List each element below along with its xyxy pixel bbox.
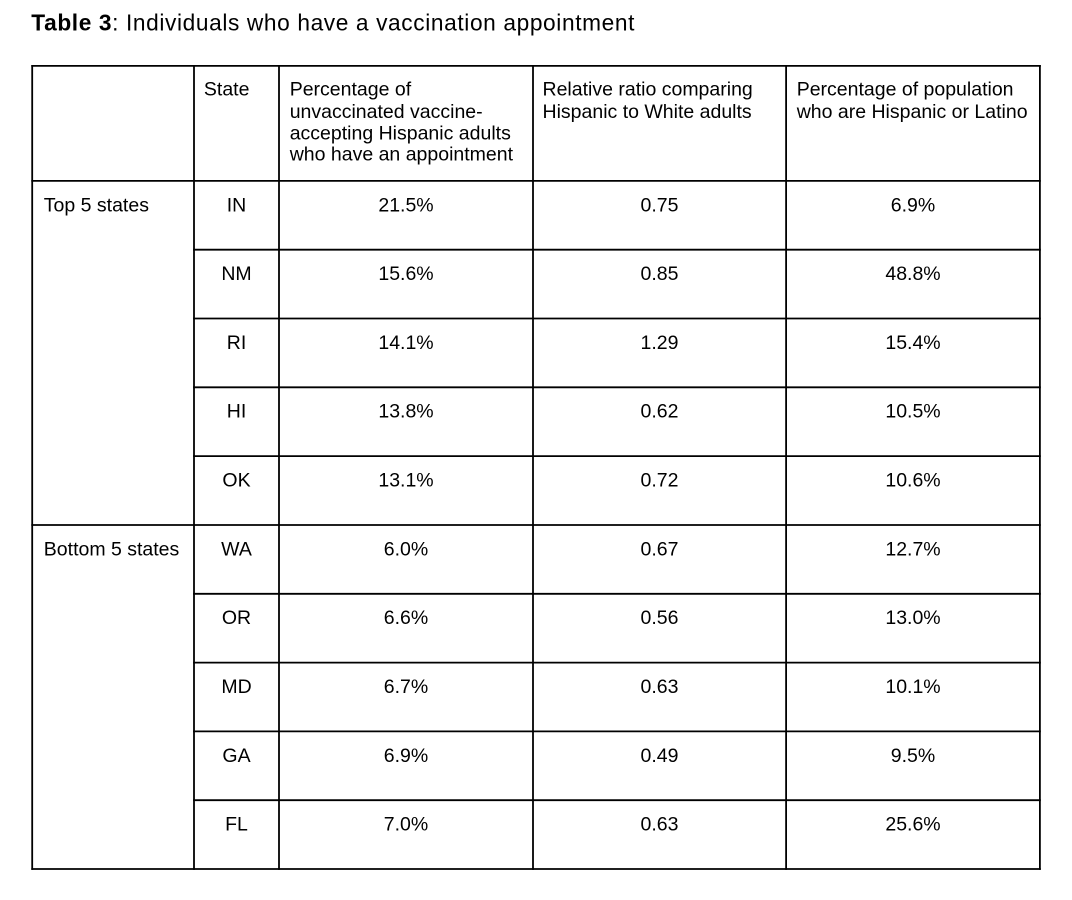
svg-text:1.29: 1.29	[641, 332, 679, 354]
svg-text:OR: OR	[222, 607, 251, 629]
svg-text:0.67: 0.67	[641, 538, 679, 560]
svg-text:48.8%: 48.8%	[885, 263, 940, 285]
svg-text:accepting Hispanic adults: accepting Hispanic adults	[290, 123, 511, 145]
svg-text:OK: OK	[222, 470, 250, 492]
svg-text:15.6%: 15.6%	[378, 263, 433, 285]
svg-text:IN: IN	[227, 194, 247, 216]
svg-text:HI: HI	[227, 401, 247, 423]
svg-text:Bottom 5 states: Bottom 5 states	[44, 538, 180, 560]
svg-text:who have an appointment: who have an appointment	[289, 144, 514, 166]
svg-text:10.6%: 10.6%	[885, 470, 940, 492]
svg-text:Percentage of: Percentage of	[290, 79, 412, 101]
svg-text:0.63: 0.63	[641, 814, 679, 836]
svg-text:GA: GA	[222, 745, 250, 767]
svg-text:NM: NM	[221, 263, 251, 285]
svg-text:13.0%: 13.0%	[885, 607, 940, 629]
svg-text:Top 5 states: Top 5 states	[44, 194, 149, 216]
svg-text:21.5%: 21.5%	[378, 194, 433, 216]
svg-text:Hispanic to White adults: Hispanic to White adults	[543, 101, 752, 123]
svg-text:0.63: 0.63	[641, 676, 679, 698]
svg-text:0.75: 0.75	[641, 194, 679, 216]
svg-text:0.49: 0.49	[641, 745, 679, 767]
svg-text:10.1%: 10.1%	[885, 676, 940, 698]
svg-text:12.7%: 12.7%	[885, 538, 940, 560]
svg-text:MD: MD	[221, 676, 251, 698]
svg-text:0.56: 0.56	[641, 607, 679, 629]
svg-text:6.0%: 6.0%	[384, 538, 428, 560]
svg-text:unvaccinated vaccine-: unvaccinated vaccine-	[290, 101, 483, 123]
svg-text:10.5%: 10.5%	[885, 401, 940, 423]
svg-text:9.5%: 9.5%	[891, 745, 935, 767]
svg-text:15.4%: 15.4%	[885, 332, 940, 354]
svg-text:14.1%: 14.1%	[378, 332, 433, 354]
svg-text:7.0%: 7.0%	[384, 814, 428, 836]
svg-text:RI: RI	[227, 332, 247, 354]
svg-text:6.7%: 6.7%	[384, 676, 428, 698]
svg-text:0.85: 0.85	[641, 263, 679, 285]
svg-text:6.9%: 6.9%	[384, 745, 428, 767]
svg-text:who are Hispanic or Latino: who are Hispanic or Latino	[796, 101, 1028, 123]
svg-text:FL: FL	[225, 814, 248, 836]
svg-text:6.9%: 6.9%	[891, 194, 935, 216]
svg-text:Percentage of population: Percentage of population	[797, 79, 1014, 101]
svg-text:State: State	[204, 79, 250, 101]
svg-text:WA: WA	[221, 538, 252, 560]
svg-text:6.6%: 6.6%	[384, 607, 428, 629]
svg-text:13.8%: 13.8%	[378, 401, 433, 423]
svg-text:0.72: 0.72	[641, 470, 679, 492]
svg-text:Table 3: Individuals who have: Table 3: Individuals who have a vaccinat…	[31, 10, 635, 36]
svg-text:0.62: 0.62	[641, 401, 679, 423]
svg-text:13.1%: 13.1%	[378, 470, 433, 492]
svg-text:Relative ratio comparing: Relative ratio comparing	[543, 79, 753, 101]
svg-text:25.6%: 25.6%	[885, 814, 940, 836]
